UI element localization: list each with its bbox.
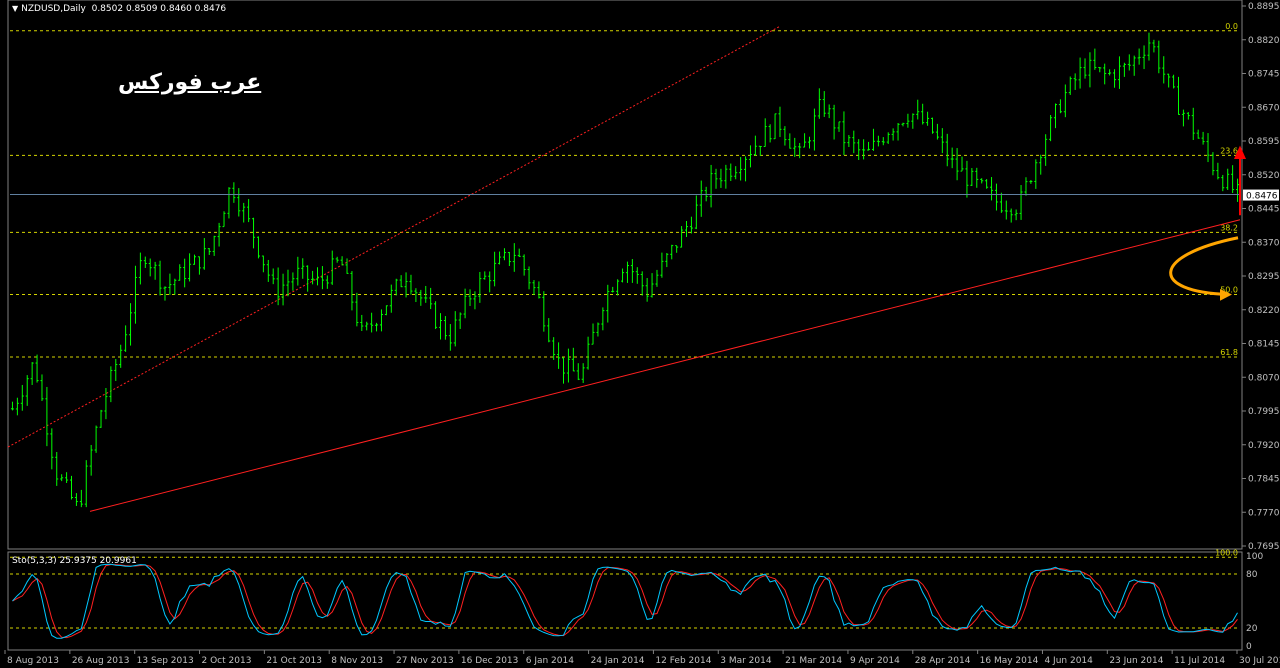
main-panel-border [7,0,1243,550]
oscillator-panel-border [7,551,1243,651]
channel-trendline [7,25,781,448]
stoch-signal-line [12,564,1238,639]
time-tick-label: 28 Apr 2014 [915,656,971,666]
time-tick-label: 8 Aug 2013 [7,656,59,666]
stoch-level-label: 20 [1246,624,1258,634]
current-price-tag [1243,189,1279,201]
stoch-level-label: 0 [1246,642,1252,652]
price-tick-label: 0.8820 [1248,36,1280,46]
symbol-dropdown-icon[interactable]: ▼ [12,4,19,13]
price-tick-label: 0.8445 [1248,205,1280,215]
price-tick-label: 0.7770 [1248,508,1280,518]
time-tick-label: 16 Dec 2013 [461,656,519,666]
curve-arrow-head [1220,289,1232,301]
price-tick-label: 0.8595 [1248,137,1280,147]
time-tick-label: 2 Oct 2013 [202,656,252,666]
watermark-logo: عرب فوركس [118,70,262,95]
time-tick-label: 21 Oct 2013 [266,656,322,666]
fib-level-label: 100.0 [1215,548,1238,557]
price-tick-label: 0.7920 [1248,441,1280,451]
curve-arrow-path [1169,236,1239,296]
time-tick-label: 30 Jul 2014 [1239,656,1280,666]
fib-level-label: 0.0 [1225,22,1238,31]
fib-level-label: 50.0 [1220,285,1238,294]
price-tick-label: 0.8295 [1248,272,1280,282]
time-tick-label: 4 Jun 2014 [1044,656,1093,666]
time-tick-label: 12 Feb 2014 [655,656,711,666]
up-arrow-head [1234,145,1246,159]
fib-level-label: 38.2 [1220,223,1238,232]
time-tick-label: 11 Jul 2014 [1174,656,1225,666]
stoch-level-label: 100 [1246,552,1263,562]
time-tick-label: 23 Jun 2014 [1109,656,1163,666]
fib-level-label: 23.6 [1220,146,1238,155]
time-tick-label: 9 Apr 2014 [850,656,900,666]
current-price-value: 0.8476 [1246,192,1278,202]
price-tick-label: 0.7995 [1248,407,1280,417]
time-tick-label: 24 Jan 2014 [591,656,645,666]
time-tick-label: 21 Mar 2014 [785,656,842,666]
price-tick-label: 0.7695 [1248,542,1280,552]
price-tick-label: 0.8670 [1248,103,1280,113]
time-tick-label: 13 Sep 2013 [137,656,194,666]
current-price-line: 0.8476 [10,189,1279,202]
time-tick-label: 16 May 2014 [980,656,1039,666]
oscillator-panel [7,551,1243,651]
trendlines [7,25,1241,512]
price-tick-label: 0.8520 [1248,171,1280,181]
candles [10,32,1240,508]
price-tick-label: 0.8220 [1248,306,1280,316]
time-axis: 8 Aug 2013 26 Aug 2013 13 Sep 2013 2 Oct 20… [4,650,1280,666]
fib-level-label: 61.8 [1220,348,1238,357]
price-tick-label: 0.8745 [1248,70,1280,80]
stoch-level-label: 80 [1246,570,1258,580]
price-tick-label: 0.8145 [1248,340,1280,350]
symbol-name: NZDUSD,Daily [21,4,86,14]
main-panel [7,0,1243,550]
time-tick-label: 3 Mar 2014 [720,656,772,666]
ohlc-values: 0.8502 0.8509 0.8460 0.8476 [91,4,227,14]
time-tick-label: 8 Nov 2013 [331,656,383,666]
price-tick-label: 0.8895 [1248,2,1280,12]
time-tick-label: 6 Jan 2014 [526,656,574,666]
annotation-arrows [1169,145,1246,301]
price-tick-label: 0.7845 [1248,475,1280,485]
stochastic-lines: 80 20 100 0 [10,552,1263,652]
price-axis: 0.8895 0.8820 0.8745 0.8670 0.8595 0.8520 0.84… [1242,2,1280,552]
time-tick-label: 26 Aug 2013 [72,656,130,666]
stoch-main-line [12,563,1238,639]
time-tick-label: 27 Nov 2013 [396,656,454,666]
price-tick-label: 0.8370 [1248,238,1280,248]
fibonacci-levels: 0.0 23.6 38.2 50.0 61.8 100.0 [10,22,1240,558]
stochastic-label: Sto(5,3,3) 25.9375 20.9961 [12,556,137,566]
support-trendline [89,219,1241,512]
chart-symbol-label: ▼ NZDUSD,Daily 0.8502 0.8509 0.8460 0.847… [12,4,226,14]
price-tick-label: 0.8070 [1248,373,1280,383]
